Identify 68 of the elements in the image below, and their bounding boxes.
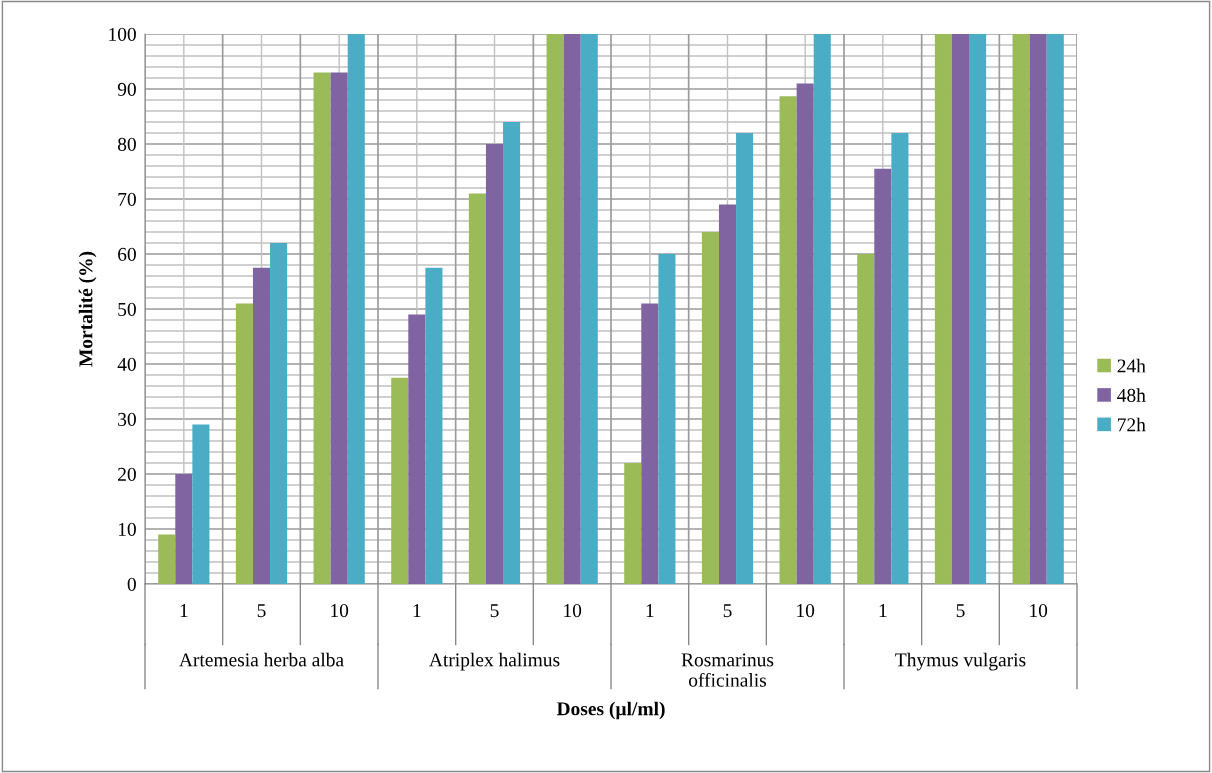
bar: [235, 303, 253, 584]
y-tick-label: 10: [118, 522, 136, 536]
bar: [468, 193, 486, 584]
bar: [857, 254, 875, 584]
x-tick-label: 10: [797, 604, 815, 618]
y-tick-label: 90: [117, 82, 136, 96]
bar: [580, 34, 598, 584]
bar: [270, 243, 288, 584]
bar: [796, 83, 814, 584]
x-tick-label: 5: [956, 604, 965, 618]
legend-label: 24h: [1117, 358, 1146, 373]
text: Rosmarinus officinalis: [681, 653, 774, 687]
bar: [874, 168, 892, 584]
x-tick-label: 1: [879, 604, 887, 617]
bar: [158, 534, 176, 584]
x-tick-label: 10: [331, 604, 349, 618]
y-tick-label: 30: [118, 412, 136, 426]
bar: [934, 34, 952, 584]
y-tick-label: 70: [118, 192, 136, 206]
bar: [813, 34, 831, 584]
x-tick-label: 1: [413, 604, 421, 617]
bar: [347, 34, 365, 584]
x-tick-label: 1: [180, 604, 188, 617]
bar: [563, 34, 581, 584]
bar: [546, 34, 564, 584]
text: Artemesia herba alba: [179, 652, 344, 667]
text: Atriplex halimus: [429, 652, 560, 671]
x-axis-title: Doses (µl/ml): [556, 701, 665, 720]
bar: [641, 303, 659, 584]
legend-label: 72h: [1118, 417, 1146, 432]
bar: [736, 133, 754, 584]
y-tick-label: 60: [118, 247, 136, 261]
y-tick-label: 0: [127, 577, 136, 591]
bar: [779, 96, 797, 584]
bar: [624, 463, 642, 584]
x-tick-label: 5: [257, 604, 266, 618]
legend-label: 48h: [1117, 388, 1146, 402]
bar: [408, 314, 426, 584]
bar: [192, 424, 210, 584]
y-tick-label: 50: [118, 302, 136, 316]
bar: [969, 34, 987, 584]
bar: [1029, 34, 1047, 584]
bar: [503, 122, 521, 584]
x-tick-label: 1: [646, 604, 654, 617]
bar: [330, 72, 348, 584]
y-tick-label: 80: [117, 137, 136, 151]
bar: [718, 204, 737, 584]
bar: [485, 144, 504, 584]
y-tick-label: 100: [109, 27, 136, 41]
x-tick-label: 10: [1030, 604, 1048, 618]
x-tick-label: 5: [723, 604, 732, 618]
bar: [1012, 34, 1030, 584]
bar: [1046, 34, 1064, 584]
bar: [175, 474, 193, 584]
y-tick-label: 20: [118, 467, 136, 481]
bar: [313, 72, 331, 584]
bar: [701, 232, 719, 584]
bar: [425, 267, 443, 584]
bar: [658, 254, 676, 584]
y-tick-label: 40: [117, 357, 136, 371]
y-axis-title: Mortalité (%): [78, 251, 97, 367]
bar: [951, 34, 970, 584]
bar: [252, 267, 271, 584]
bar: [391, 377, 409, 584]
x-tick-label: 5: [490, 604, 499, 618]
bar: [891, 133, 909, 584]
x-tick-label: 10: [564, 604, 582, 618]
text: Thymus vulgaris: [895, 652, 1026, 671]
